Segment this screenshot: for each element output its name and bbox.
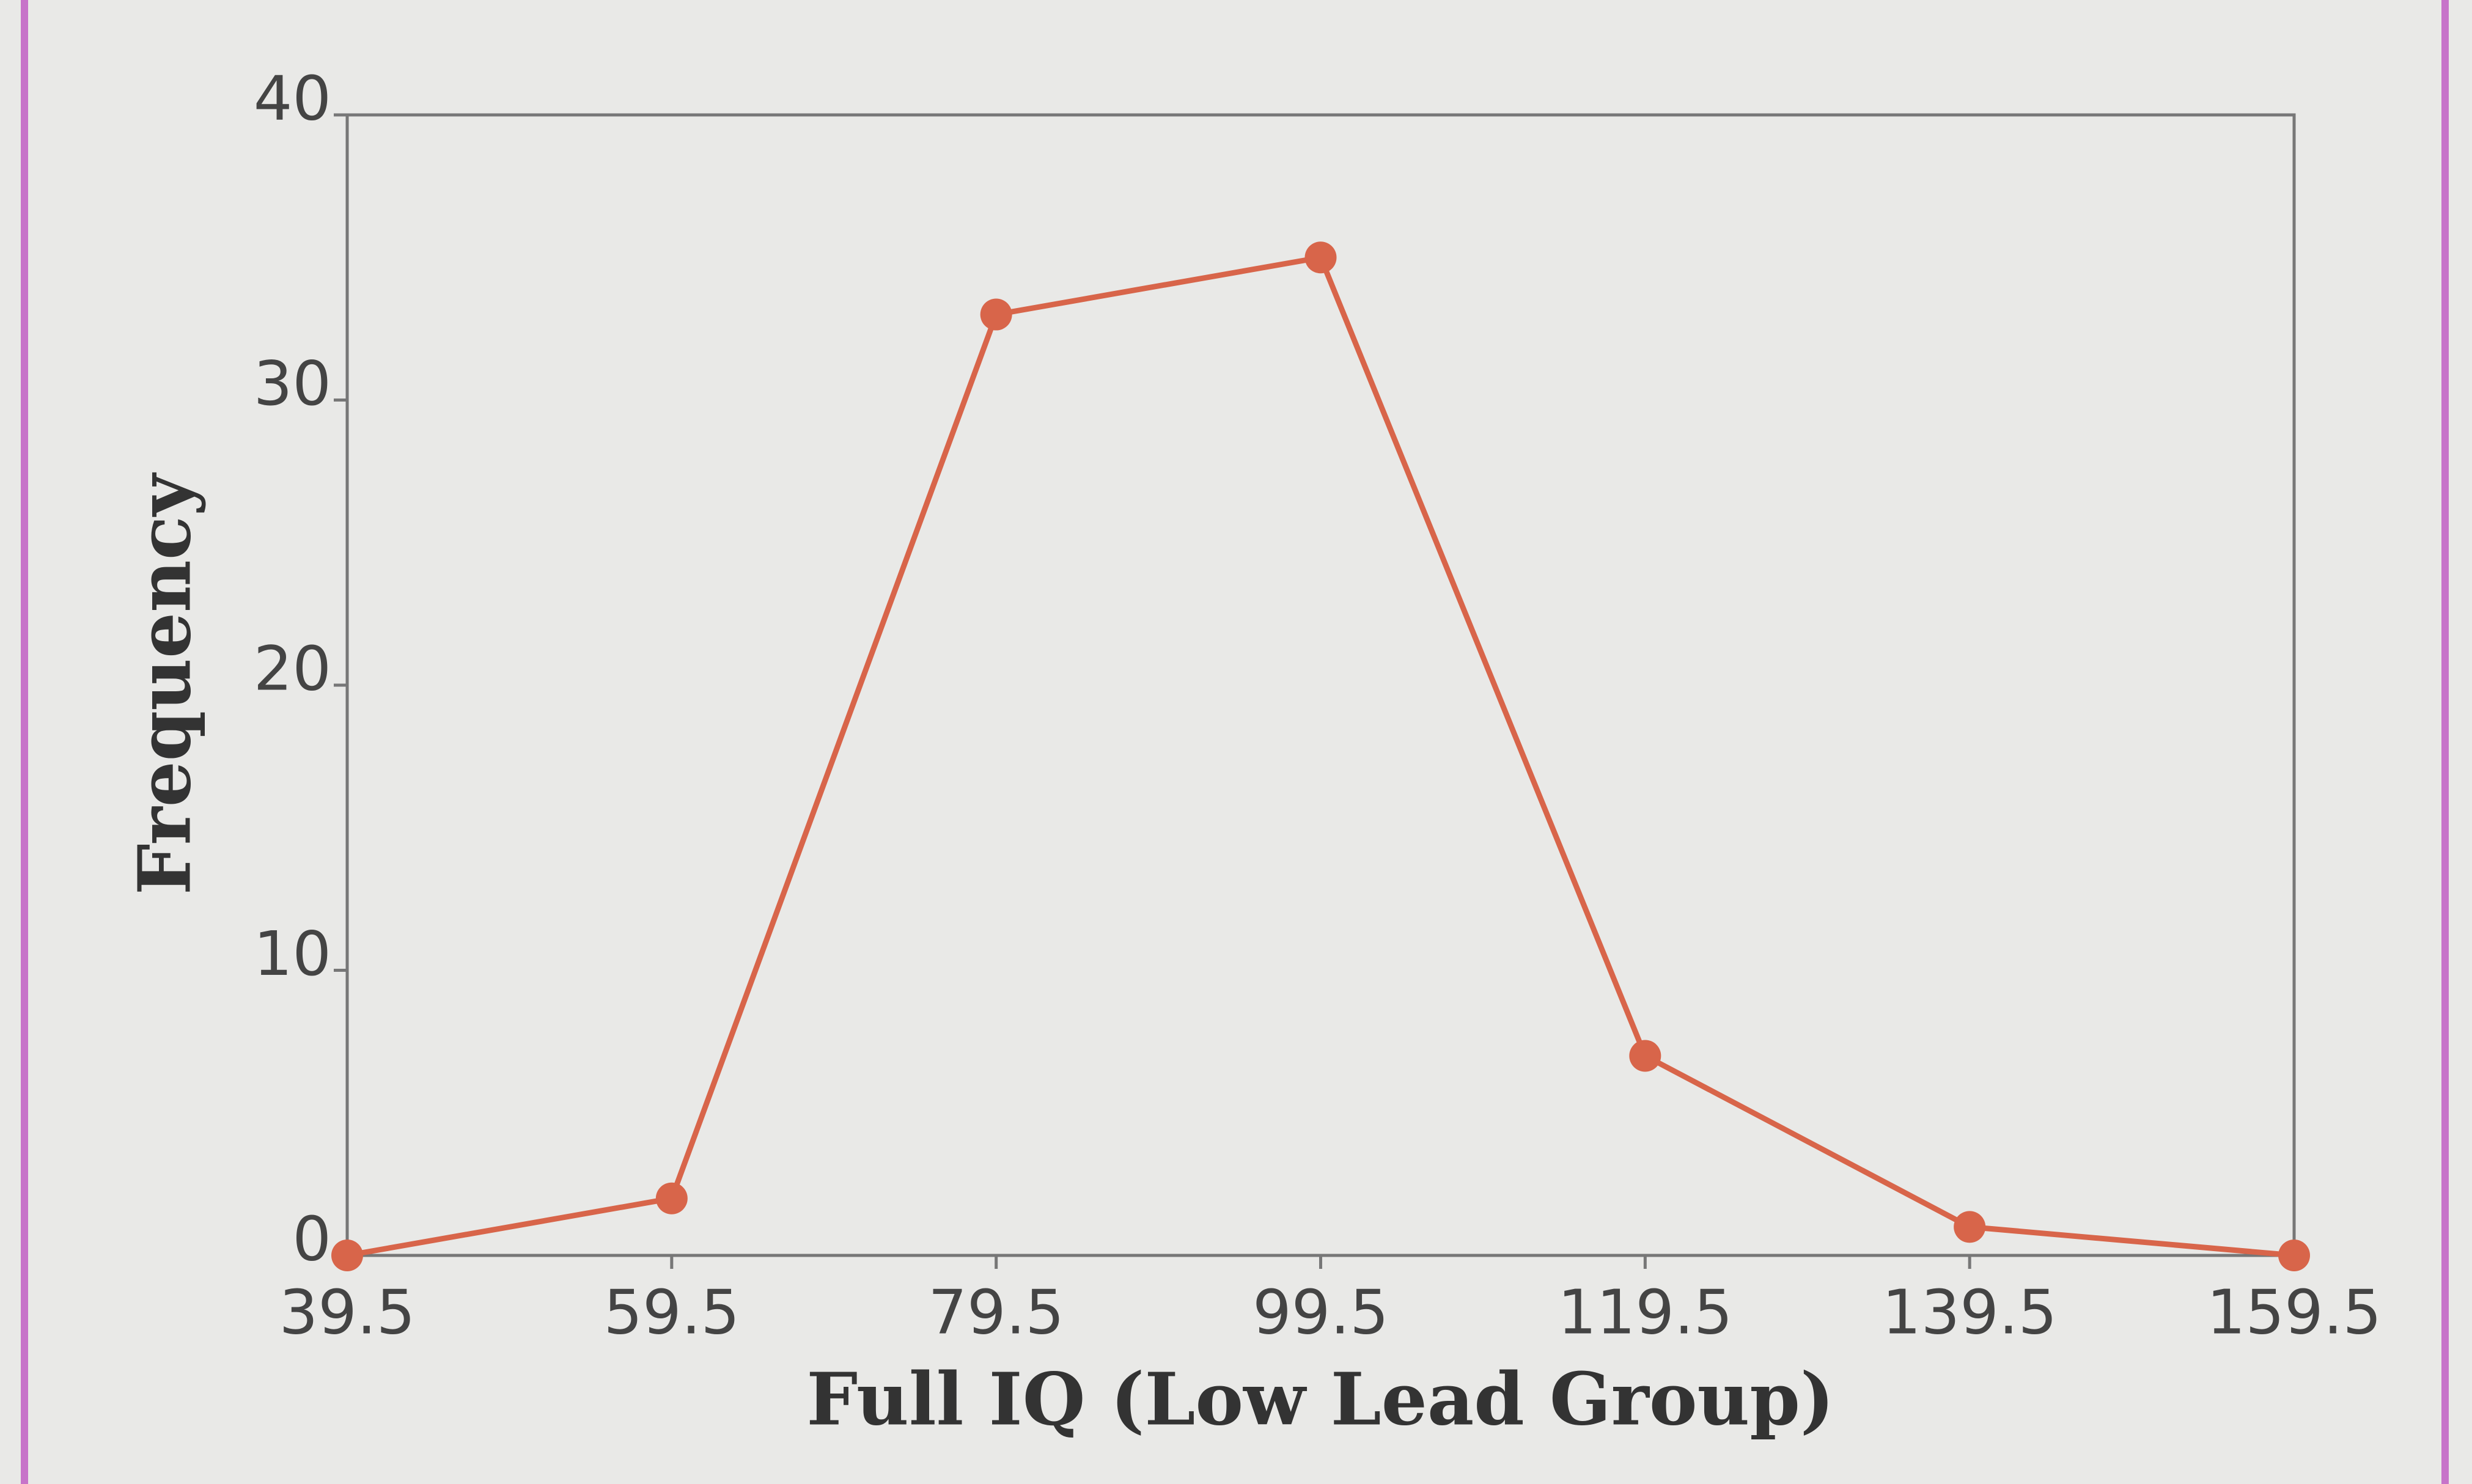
x-tick-label: 159.5 <box>2207 1276 2382 1348</box>
y-tick-label: 0 <box>292 1203 331 1274</box>
data-point <box>1304 241 1337 274</box>
x-axis-title: Full IQ (Low Lead Group) <box>806 1357 1834 1442</box>
y-tick-label: 30 <box>254 348 331 419</box>
x-tick-label: 39.5 <box>279 1276 416 1348</box>
y-axis-title: Frequency <box>122 472 207 895</box>
data-point <box>2278 1240 2310 1271</box>
data-point <box>1954 1211 1986 1243</box>
x-tick-label: 119.5 <box>1558 1276 1732 1348</box>
data-point <box>331 1240 363 1271</box>
x-tick-label: 99.5 <box>1253 1276 1389 1348</box>
x-tick-label: 59.5 <box>604 1276 740 1348</box>
data-point <box>655 1182 688 1214</box>
x-tick-label: 79.5 <box>928 1276 1064 1348</box>
x-tick-label: 139.5 <box>1882 1276 2057 1348</box>
y-tick-label: 10 <box>254 918 331 990</box>
y-tick-label: 20 <box>254 633 331 704</box>
data-point <box>980 298 1012 331</box>
frame-border <box>21 0 2449 1484</box>
data-point <box>1629 1040 1661 1072</box>
y-tick-label: 40 <box>254 62 331 134</box>
